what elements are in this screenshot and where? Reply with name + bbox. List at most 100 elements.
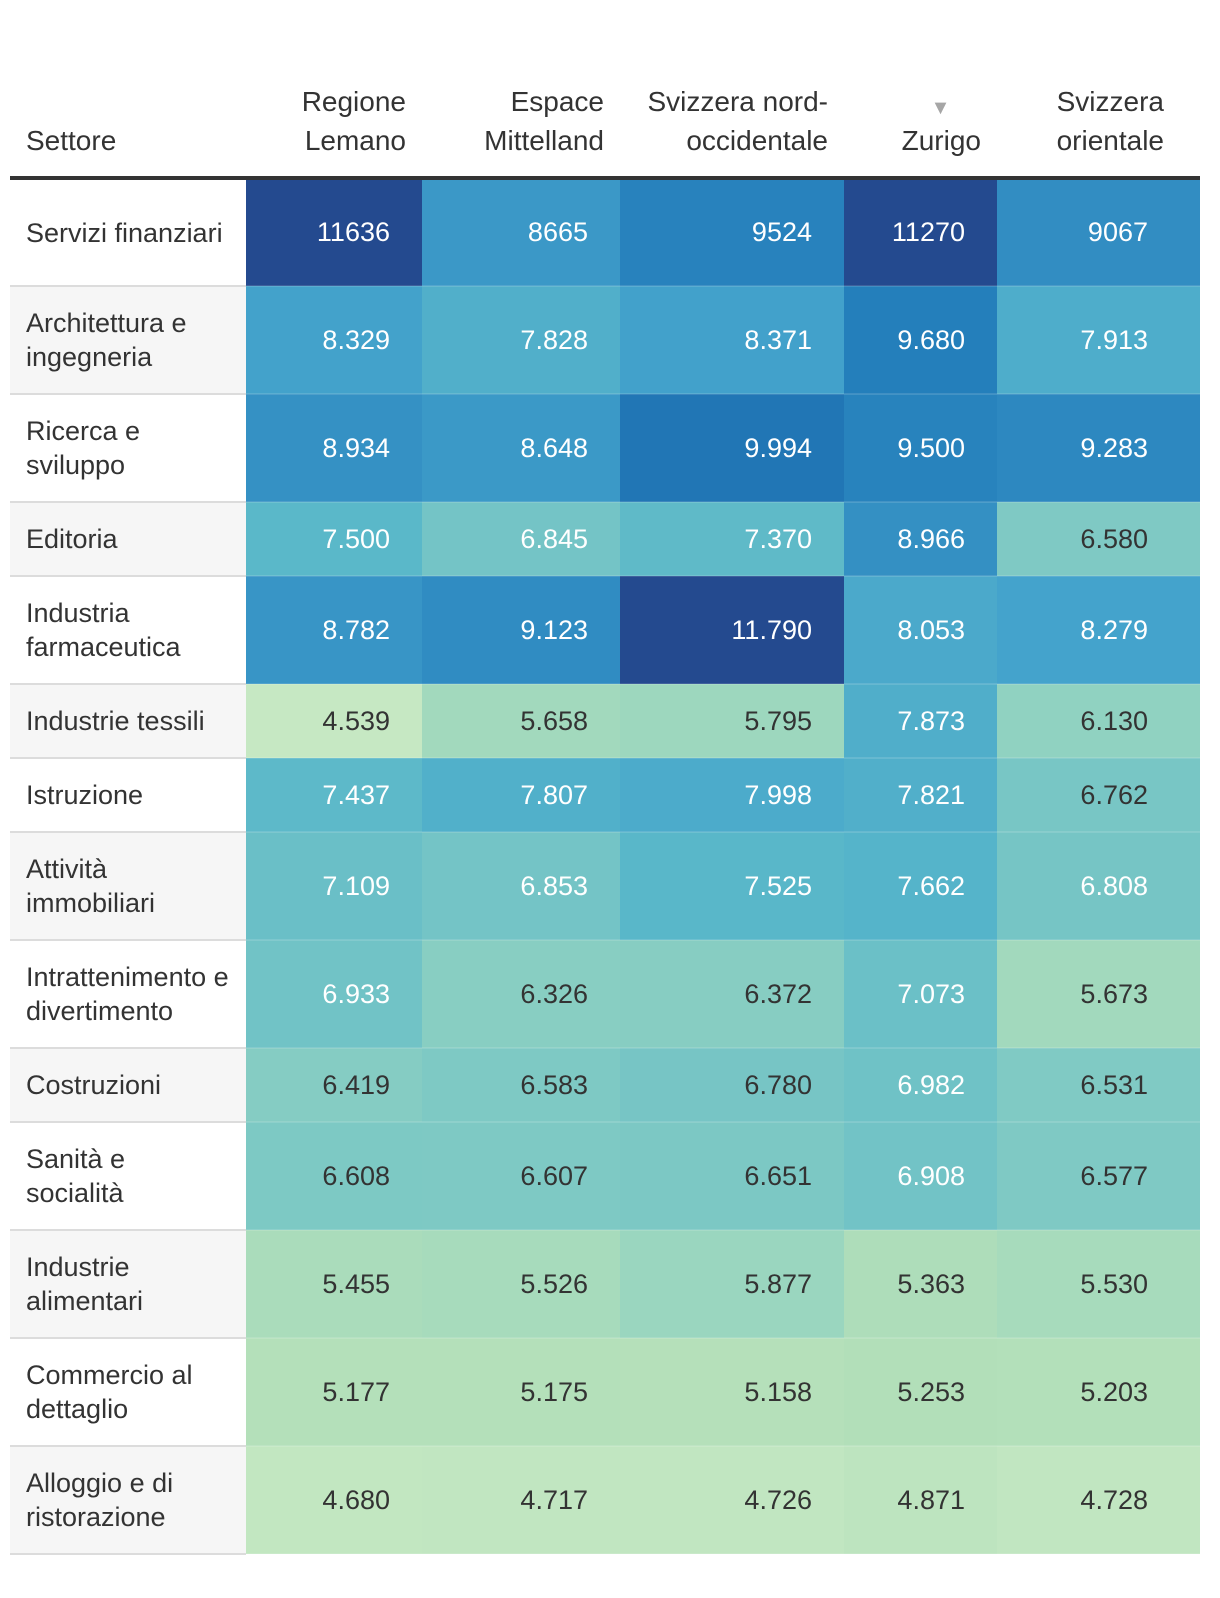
heatmap-cell: 4.726 xyxy=(620,1446,844,1555)
heatmap-cell: 6.845 xyxy=(422,502,620,577)
heatmap-cell: 8.966 xyxy=(844,502,997,577)
heatmap-cell: 5.530 xyxy=(997,1230,1180,1339)
table-row: Industrie tessili 4.539 5.658 5.795 7.873 6.1… xyxy=(10,684,1200,759)
heatmap-cell: 6.982 xyxy=(844,1048,997,1123)
heatmap-cell: 7.913 xyxy=(997,286,1180,395)
table-row: Editoria 7.500 6.845 7.370 8.966 6.580 xyxy=(10,502,1200,577)
heatmap-cell: 8.371 xyxy=(620,286,844,395)
heatmap-cell: 4.680 xyxy=(246,1446,422,1555)
heatmap-cell: 5.673 xyxy=(997,940,1180,1049)
table-row: Istruzione 7.437 7.807 7.998 7.821 6.762 xyxy=(10,758,1200,833)
heatmap-cell: 6.780 xyxy=(620,1048,844,1123)
heatmap-cell: 9.680 xyxy=(844,286,997,395)
column-header-svizzera-nord-occidentale[interactable]: Svizzera nord-occidentale xyxy=(620,0,844,180)
heatmap-cell: 7.821 xyxy=(844,758,997,833)
heatmap-cell: 6.933 xyxy=(246,940,422,1049)
table-row: Ricerca e sviluppo 8.934 8.648 9.994 9.500 9.… xyxy=(10,394,1200,503)
header-overflow-edge xyxy=(1180,0,1200,180)
row-label: Intrattenimento e divertimento xyxy=(10,940,246,1049)
heatmap-cell: 6.808 xyxy=(997,832,1180,941)
table-row: Industria farmaceutica 8.782 9.123 11.790 8.… xyxy=(10,576,1200,685)
table-row: Attività immobiliari 7.109 6.853 7.525 7.662… xyxy=(10,832,1200,941)
heatmap-cell: 8665 xyxy=(422,178,620,287)
heatmap-table-container: Settore Regione Lemano Espace Mittelland… xyxy=(10,0,1220,1555)
heatmap-cell: 6.583 xyxy=(422,1048,620,1123)
heatmap-cell: 7.662 xyxy=(844,832,997,941)
column-header-regione-lemano[interactable]: Regione Lemano xyxy=(246,0,422,180)
heatmap-cell: 6.853 xyxy=(422,832,620,941)
heatmap-cell: 5.203 xyxy=(997,1338,1180,1447)
heatmap-cell: 7.500 xyxy=(246,502,422,577)
column-header-settore[interactable]: Settore xyxy=(10,0,246,180)
overflow-edge-cell xyxy=(1180,684,1200,759)
heatmap-table: Settore Regione Lemano Espace Mittelland… xyxy=(10,0,1200,1555)
heatmap-cell: 7.807 xyxy=(422,758,620,833)
heatmap-cell: 7.873 xyxy=(844,684,997,759)
heatmap-cell: 11270 xyxy=(844,178,997,287)
heatmap-cell: 8.053 xyxy=(844,576,997,685)
overflow-edge-cell xyxy=(1180,1446,1200,1555)
column-header-espace-mittelland[interactable]: Espace Mittelland xyxy=(422,0,620,180)
heatmap-cell: 9.283 xyxy=(997,394,1180,503)
row-label: Ricerca e sviluppo xyxy=(10,394,246,503)
overflow-edge-cell xyxy=(1180,832,1200,941)
overflow-edge-cell xyxy=(1180,502,1200,577)
row-label: Industrie tessili xyxy=(10,684,246,759)
table-row: Alloggio e di ristorazione 4.680 4.717 4.72… xyxy=(10,1446,1200,1555)
overflow-edge-cell xyxy=(1180,394,1200,503)
heatmap-cell: 4.539 xyxy=(246,684,422,759)
overflow-edge-cell xyxy=(1180,1048,1200,1123)
heatmap-cell: 5.158 xyxy=(620,1338,844,1447)
heatmap-cell: 6.577 xyxy=(997,1122,1180,1231)
heatmap-cell: 11636 xyxy=(246,178,422,287)
overflow-edge-cell xyxy=(1180,1122,1200,1231)
row-label: Alloggio e di ristorazione xyxy=(10,1446,246,1555)
row-label: Istruzione xyxy=(10,758,246,833)
heatmap-cell: 11.790 xyxy=(620,576,844,685)
heatmap-cell: 6.651 xyxy=(620,1122,844,1231)
heatmap-cell: 6.762 xyxy=(997,758,1180,833)
row-label: Industrie alimentari xyxy=(10,1230,246,1339)
overflow-edge-cell xyxy=(1180,940,1200,1049)
heatmap-cell: 8.329 xyxy=(246,286,422,395)
heatmap-cell: 6.608 xyxy=(246,1122,422,1231)
heatmap-cell: 6.372 xyxy=(620,940,844,1049)
heatmap-cell: 5.526 xyxy=(422,1230,620,1339)
row-label: Commercio al dettaglio xyxy=(10,1338,246,1447)
column-header-zurigo[interactable]: ▼ Zurigo xyxy=(844,0,997,180)
heatmap-cell: 4.871 xyxy=(844,1446,997,1555)
heatmap-cell: 5.877 xyxy=(620,1230,844,1339)
header-row: Settore Regione Lemano Espace Mittelland… xyxy=(10,0,1200,180)
row-label: Sanità e socialità xyxy=(10,1122,246,1231)
table-row: Commercio al dettaglio 5.177 5.175 5.158 5.2… xyxy=(10,1338,1200,1447)
heatmap-cell: 5.363 xyxy=(844,1230,997,1339)
heatmap-cell: 6.908 xyxy=(844,1122,997,1231)
table-body: Servizi finanziari 11636 8665 9524 11270 9067… xyxy=(10,178,1200,1555)
heatmap-cell: 7.109 xyxy=(246,832,422,941)
heatmap-cell: 9.123 xyxy=(422,576,620,685)
sort-descending-icon[interactable]: ▼ xyxy=(930,97,951,119)
heatmap-cell: 6.580 xyxy=(997,502,1180,577)
heatmap-cell: 9.994 xyxy=(620,394,844,503)
table-row: Architettura e ingegneria 8.329 7.828 8.371… xyxy=(10,286,1200,395)
heatmap-cell: 7.828 xyxy=(422,286,620,395)
column-header-svizzera-orientale[interactable]: Svizzera orientale xyxy=(997,0,1180,180)
table-row: Industrie alimentari 5.455 5.526 5.877 5.363… xyxy=(10,1230,1200,1339)
heatmap-cell: 5.795 xyxy=(620,684,844,759)
heatmap-cell: 5.253 xyxy=(844,1338,997,1447)
row-label: Costruzioni xyxy=(10,1048,246,1123)
heatmap-cell: 8.279 xyxy=(997,576,1180,685)
overflow-edge-cell xyxy=(1180,1338,1200,1447)
overflow-edge-cell xyxy=(1180,758,1200,833)
heatmap-cell: 6.531 xyxy=(997,1048,1180,1123)
heatmap-cell: 5.455 xyxy=(246,1230,422,1339)
heatmap-cell: 7.370 xyxy=(620,502,844,577)
heatmap-cell: 5.175 xyxy=(422,1338,620,1447)
heatmap-cell: 6.607 xyxy=(422,1122,620,1231)
heatmap-cell: 9.500 xyxy=(844,394,997,503)
heatmap-cell: 6.130 xyxy=(997,684,1180,759)
row-label: Attività immobiliari xyxy=(10,832,246,941)
heatmap-cell: 8.648 xyxy=(422,394,620,503)
row-label: Industria farmaceutica xyxy=(10,576,246,685)
heatmap-cell: 8.934 xyxy=(246,394,422,503)
